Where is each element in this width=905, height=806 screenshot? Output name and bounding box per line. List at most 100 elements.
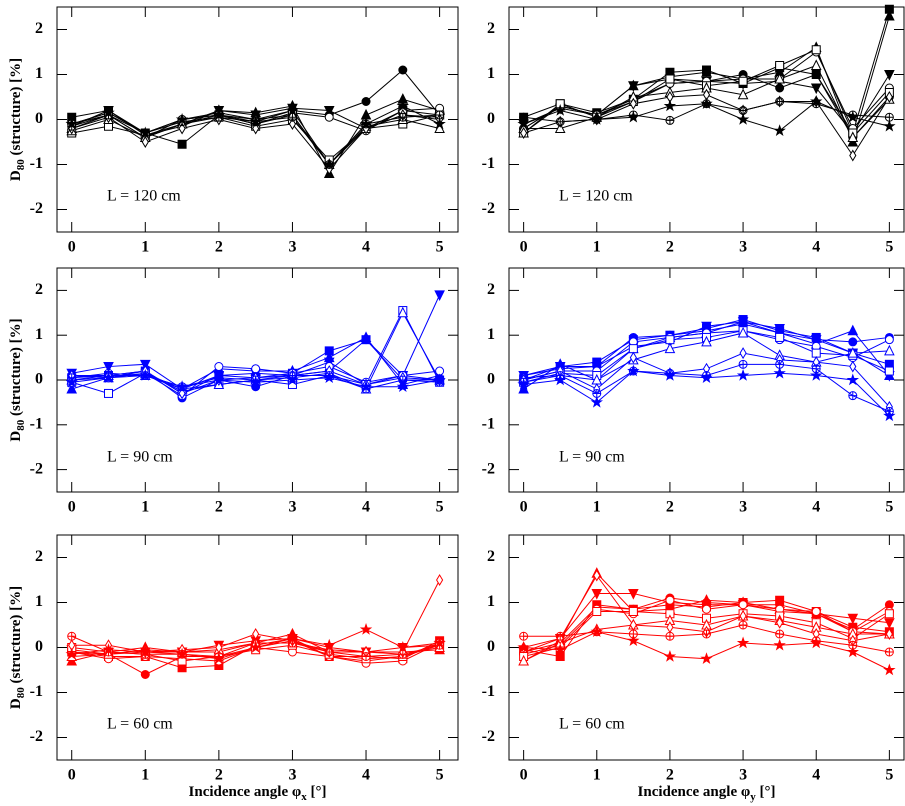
marker: [433, 636, 446, 649]
y-tick-label: 1: [35, 593, 43, 610]
marker: [811, 70, 821, 79]
x-tick-label: 4: [812, 767, 820, 784]
y-tick-label: -2: [30, 200, 43, 217]
x-tick-label: 0: [68, 239, 76, 256]
x-label-sub: x: [301, 791, 307, 803]
marker: [323, 371, 336, 384]
y-axis-label: D80 (structure) [%]: [8, 58, 27, 181]
marker: [884, 609, 894, 619]
marker: [665, 74, 675, 84]
x-tick-label: 2: [666, 499, 674, 516]
marker: [848, 391, 858, 401]
marker: [249, 115, 262, 128]
y-tick-label: 1: [487, 326, 495, 343]
marker: [738, 76, 748, 86]
y-tick-label: 1: [35, 326, 43, 343]
marker: [590, 395, 603, 408]
marker: [554, 373, 567, 386]
x-tick-label: 1: [593, 239, 601, 256]
marker: [738, 620, 748, 630]
x-axis-label: Incidence angle φy [°]: [638, 784, 776, 803]
marker: [663, 649, 677, 662]
x-tick-label: 0: [68, 767, 76, 784]
x-tick-label: 0: [520, 239, 528, 256]
marker: [433, 117, 446, 130]
marker: [396, 380, 410, 392]
y-tick-label: -1: [30, 155, 43, 172]
marker: [736, 636, 750, 649]
y-tick-label: 2: [487, 548, 495, 565]
x-tick-label: 3: [739, 767, 747, 784]
marker: [849, 360, 857, 373]
marker: [398, 112, 408, 122]
y-label-part: (structure) [%]: [8, 58, 24, 159]
marker: [811, 45, 821, 55]
x-label-part: [°]: [756, 784, 776, 800]
marker: [884, 9, 895, 21]
marker: [627, 634, 640, 647]
y-label-part: D: [8, 698, 24, 709]
marker: [774, 72, 785, 84]
marker: [664, 342, 676, 354]
marker: [175, 380, 189, 392]
y-label-sub: 80: [15, 419, 27, 431]
marker: [663, 99, 677, 112]
marker: [663, 368, 677, 381]
marker: [323, 106, 335, 117]
marker: [323, 157, 336, 170]
marker: [775, 97, 785, 106]
marker: [359, 622, 373, 635]
marker: [212, 108, 226, 121]
annotation: L = 60 cm: [107, 716, 173, 733]
marker: [884, 70, 895, 81]
panel: 0 1 2 3 4 5 -2 -1 0 1 2 L = 90 cm: [482, 267, 905, 516]
marker: [519, 631, 529, 641]
marker: [396, 99, 410, 112]
y-tick-label: 1: [35, 65, 43, 82]
marker: [627, 364, 640, 377]
marker: [884, 344, 895, 356]
marker: [774, 323, 785, 335]
x-label-part: Incidence angle φ: [189, 784, 302, 800]
marker: [773, 638, 786, 651]
x-tick-label: 0: [520, 767, 528, 784]
marker: [249, 375, 262, 388]
marker: [555, 631, 565, 641]
y-tick-label: 2: [487, 281, 495, 298]
marker: [810, 94, 823, 107]
x-tick-label: 4: [812, 499, 820, 516]
marker: [665, 595, 675, 605]
x-tick-label: 3: [288, 767, 296, 784]
marker: [810, 636, 823, 649]
y-tick-label: -1: [30, 415, 43, 432]
marker: [628, 589, 639, 600]
marker: [701, 321, 712, 333]
marker: [360, 331, 372, 342]
y-label-part: D: [8, 170, 24, 181]
y-tick-label: -1: [482, 683, 495, 700]
y-label-sub: 80: [15, 159, 27, 171]
marker: [139, 645, 152, 658]
marker: [520, 127, 528, 139]
x-tick-label: 1: [141, 499, 149, 516]
marker: [175, 647, 189, 660]
marker: [847, 131, 859, 142]
marker: [628, 344, 638, 354]
marker: [212, 652, 226, 665]
marker: [436, 574, 444, 586]
y-tick-label: 2: [35, 20, 43, 37]
y-tick-label: -1: [482, 415, 495, 432]
marker: [810, 368, 823, 381]
marker: [555, 652, 565, 661]
y-label-sub: 80: [15, 687, 27, 699]
marker: [884, 366, 894, 376]
marker: [593, 569, 601, 582]
marker: [702, 604, 711, 614]
x-tick-label: 3: [739, 499, 747, 516]
marker: [590, 625, 603, 638]
marker: [775, 332, 785, 342]
marker: [141, 136, 149, 148]
panel: 0 1 2 3 4 5 -2 -1 0 1 2 L = 120 cm D80 (structure) […: [8, 6, 459, 256]
marker: [665, 335, 675, 345]
marker: [665, 631, 675, 641]
